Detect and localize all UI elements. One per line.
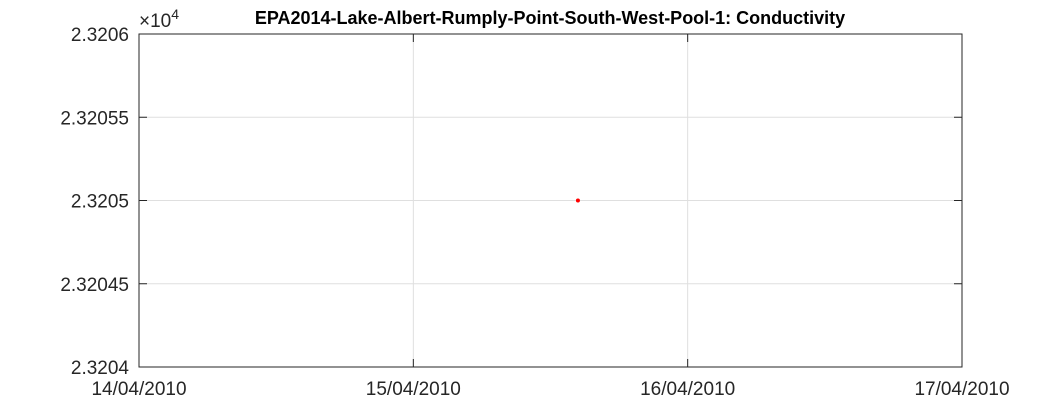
data-point [575,198,580,203]
y-tick-label: 2.3205 [71,192,129,213]
y-exponent-base: ×10 [139,11,171,32]
y-exponent: ×104 [139,6,179,32]
y-tick-label: 2.32055 [60,108,129,129]
x-tick-labels: 14/04/2010 15/04/2010 16/04/2010 17/04/2010 [91,379,1009,400]
y-tick-label: 2.3206 [71,25,129,46]
plot-frame [138,33,963,368]
data-points [575,198,580,203]
x-tick-label: 14/04/2010 [91,379,186,400]
y-tick-labels: 2.3206 2.32055 2.3205 2.32045 2.3204 [60,25,129,379]
x-tick-label: 15/04/2010 [366,379,461,400]
y-tick-label: 2.32045 [60,275,129,296]
y-exponent-power: 4 [171,6,179,22]
y-tick-label: 2.3204 [71,358,130,379]
x-tick-label: 17/04/2010 [914,379,1009,400]
tick-marks [139,34,962,367]
x-tick-label: 16/04/2010 [640,379,735,400]
grid-lines [139,34,962,367]
chart-title: EPA2014-Lake-Albert-Rumply-Point-South-W… [255,8,845,28]
